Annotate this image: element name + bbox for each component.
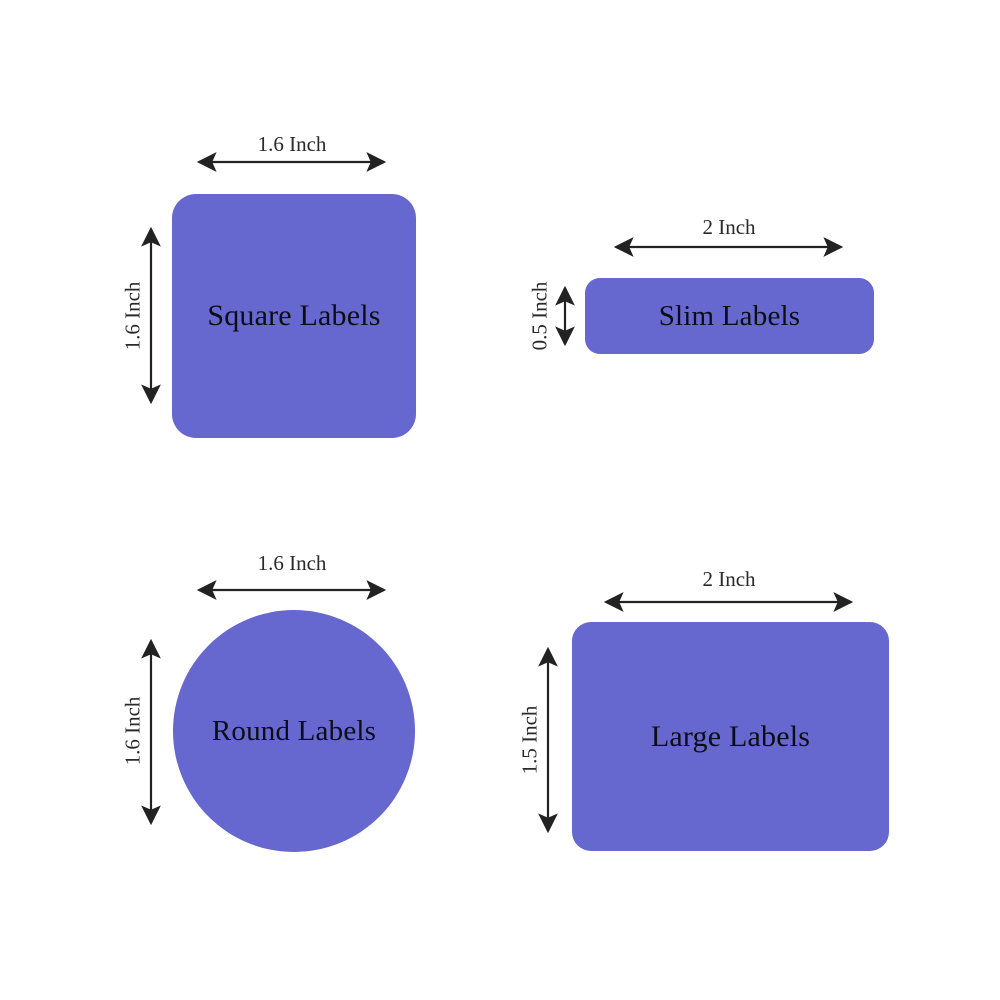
dimension-caption-square-height: 1.6 Inch <box>120 281 145 351</box>
label-shape-square: Square Labels <box>172 194 416 438</box>
label-shape-round: Round Labels <box>173 610 415 852</box>
dimension-caption-slim-width: 2 Inch <box>702 215 756 239</box>
dimension-caption-large-width: 2 Inch <box>702 567 756 591</box>
label-shape-large: Large Labels <box>572 622 889 851</box>
label-shape-slim-text: Slim Labels <box>658 299 801 332</box>
dimension-caption-large-height: 1.5 Inch <box>517 705 542 775</box>
dimension-caption-square-width: 1.6 Inch <box>257 132 327 156</box>
label-shape-large-text: Large Labels <box>650 719 811 753</box>
label-shape-slim: Slim Labels <box>585 278 874 354</box>
dimension-caption-slim-height: 0.5 Inch <box>527 281 552 351</box>
dimension-caption-round-height: 1.6 Inch <box>120 696 145 766</box>
dimension-caption-round-width: 1.6 Inch <box>257 551 327 575</box>
label-shape-round-text: Round Labels <box>211 714 377 747</box>
label-shape-square-text: Square Labels <box>207 299 381 332</box>
